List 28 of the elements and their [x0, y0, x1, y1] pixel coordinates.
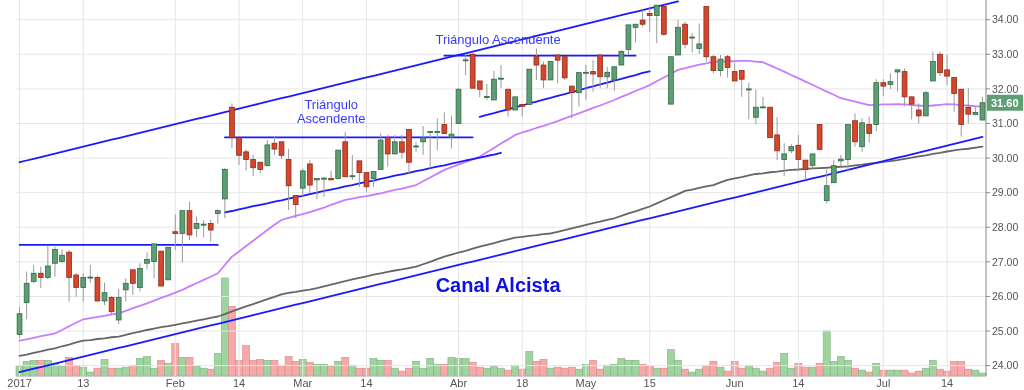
x-tick-label: Jun — [725, 377, 744, 389]
x-tick-label: 14 — [232, 377, 246, 389]
y-tick-label: 26.00 — [992, 290, 1019, 303]
y-tick-label: 28.00 — [992, 220, 1019, 233]
x-tick-label: 13 — [77, 377, 90, 389]
y-tick-label: 29.00 — [992, 186, 1019, 199]
x-tick-label: 2017 — [7, 377, 32, 389]
annotation: Triángulo Ascendente — [296, 97, 366, 127]
y-tick-label: 27.00 — [992, 255, 1019, 268]
y-tick-label: 25.00 — [992, 324, 1019, 337]
y-tick-label: 33.00 — [992, 47, 1019, 60]
x-tick-label: May — [575, 377, 597, 389]
x-tick-label: 14 — [940, 377, 954, 389]
x-tick-label: 14 — [360, 377, 373, 389]
x-tick-label: 14 — [792, 377, 805, 389]
y-tick-label: 24.00 — [992, 359, 1019, 372]
text: 31.60 — [991, 96, 1019, 109]
y-tick-label: 30.00 — [992, 151, 1019, 164]
y-tick-label: 32.00 — [992, 82, 1019, 95]
x-tick-label: 18 — [516, 377, 529, 389]
y-tick-label: 34.00 — [992, 13, 1019, 26]
y-tick-label: 31.00 — [992, 117, 1019, 130]
x-tick-label: Jul — [876, 377, 891, 389]
x-tick-label: 15 — [643, 377, 656, 389]
x-tick-label: Feb — [165, 377, 185, 389]
x-tick-label: Abr — [449, 377, 468, 389]
annotation: Canal Alcista — [435, 273, 562, 296]
x-tick-label: Mar — [293, 377, 313, 389]
